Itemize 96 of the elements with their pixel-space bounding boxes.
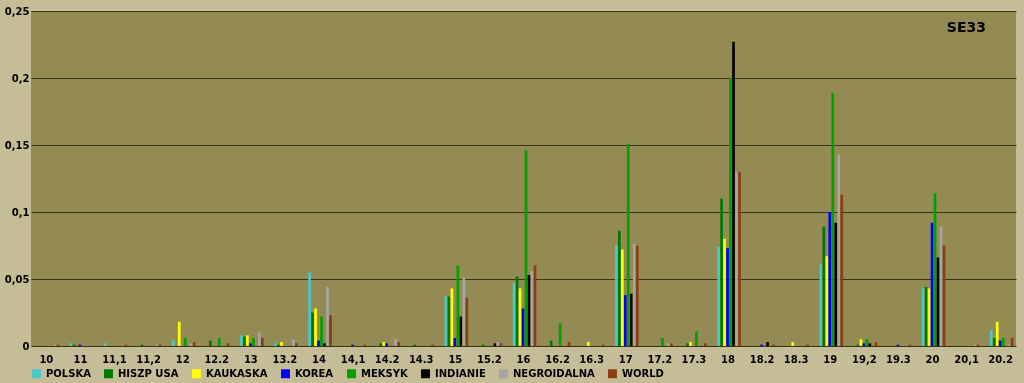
bar (729, 78, 732, 346)
x-tick-label: 17.2 (647, 353, 673, 365)
bar (320, 316, 323, 346)
y-tick-label: 0,15 (4, 139, 30, 151)
bar (615, 245, 618, 346)
bar (726, 248, 729, 346)
legend-label: KOREA (295, 367, 334, 379)
bar (317, 340, 320, 346)
x-tick-label: 13 (243, 353, 258, 365)
x-tick-label: 14,1 (340, 353, 366, 365)
x-tick-label: 19 (823, 353, 838, 365)
bar (620, 249, 624, 346)
x-tick-label: 11,2 (136, 353, 161, 365)
x-tick-label: 16.3 (579, 353, 605, 365)
x-tick-label: 15 (448, 353, 463, 365)
bar (249, 343, 252, 346)
bar (720, 198, 723, 346)
bar (252, 337, 255, 346)
bar (831, 92, 835, 346)
bar (177, 321, 181, 346)
bar (834, 222, 838, 346)
bar (822, 226, 826, 346)
bar (586, 341, 590, 346)
bar (308, 272, 311, 346)
y-tick-label: 0,25 (4, 5, 30, 17)
x-tick-label: 20,1 (954, 353, 979, 365)
x-tick-label: 14.3 (408, 353, 434, 365)
legend-label: INDIANIE (435, 367, 486, 379)
bar (323, 343, 326, 346)
bar (226, 343, 230, 346)
bar (618, 230, 621, 346)
bar (989, 329, 993, 346)
x-tick-label: 20 (925, 353, 940, 365)
bar (704, 343, 707, 346)
bar (825, 256, 829, 346)
x-tick-label: 17.3 (681, 353, 707, 365)
x-tick-label: 11,1 (102, 353, 127, 365)
bar (257, 332, 261, 346)
x-tick-label: 18.3 (783, 353, 809, 365)
legend-label: POLSKA (46, 367, 92, 379)
bar (629, 293, 633, 346)
legend-label: WORLD (622, 367, 664, 379)
bar (314, 308, 317, 346)
x-tick-label: 19.3 (886, 353, 911, 365)
bar (874, 341, 878, 346)
x-tick-label: 14 (312, 353, 326, 365)
x-tick-label: 19,2 (851, 353, 877, 365)
bar (260, 337, 264, 346)
legend-label: MEKSYK (361, 367, 409, 379)
bar (992, 337, 996, 346)
bar (311, 312, 314, 346)
bar (732, 41, 735, 346)
bar (995, 321, 999, 346)
bar (171, 340, 175, 346)
bar (295, 343, 298, 346)
bar (840, 194, 844, 346)
y-tick-label: 0 (22, 340, 30, 352)
x-tick-label: 16.2 (545, 353, 570, 365)
bar (828, 212, 832, 346)
legend-label: KAUKASKA (206, 367, 268, 379)
x-tick-label: 10 (39, 353, 54, 365)
x-tick-label: 18.2 (749, 353, 775, 365)
bar (209, 340, 212, 346)
x-tick-label: 13.2 (272, 353, 298, 365)
x-tick-label: 16 (516, 353, 531, 365)
bar (329, 315, 332, 346)
legend-label: HISZP USA (118, 367, 179, 379)
bar (766, 341, 769, 346)
bar (183, 337, 187, 346)
x-tick-label: 17 (618, 353, 633, 365)
x-tick-label: 18 (721, 353, 735, 365)
bar (326, 287, 329, 346)
x-tick-label: 11 (73, 353, 88, 365)
text: SE33 (946, 19, 986, 35)
x-tick-label: 15.2 (477, 353, 502, 365)
x-tick-label: 12.2 (204, 353, 230, 365)
y-tick-label: 0,2 (11, 72, 30, 84)
x-tick-label: 12 (175, 353, 190, 365)
bar (549, 340, 553, 346)
bar (217, 337, 221, 346)
bar (791, 341, 795, 346)
bar (695, 331, 698, 346)
x-tick-label: 20.2 (988, 353, 1014, 365)
bar (465, 297, 469, 346)
y-tick-label: 0,1 (11, 206, 30, 218)
legend-label: NEGROIDALNA (513, 367, 596, 379)
y-tick-label: 0,05 (4, 273, 30, 285)
bar (717, 246, 720, 346)
x-tick-label: 14.2 (374, 353, 400, 365)
bar (462, 277, 466, 346)
bar (626, 143, 630, 346)
bar (723, 238, 726, 346)
bar (661, 337, 664, 346)
bar (837, 154, 841, 346)
bar (292, 339, 295, 346)
bar (623, 295, 627, 346)
